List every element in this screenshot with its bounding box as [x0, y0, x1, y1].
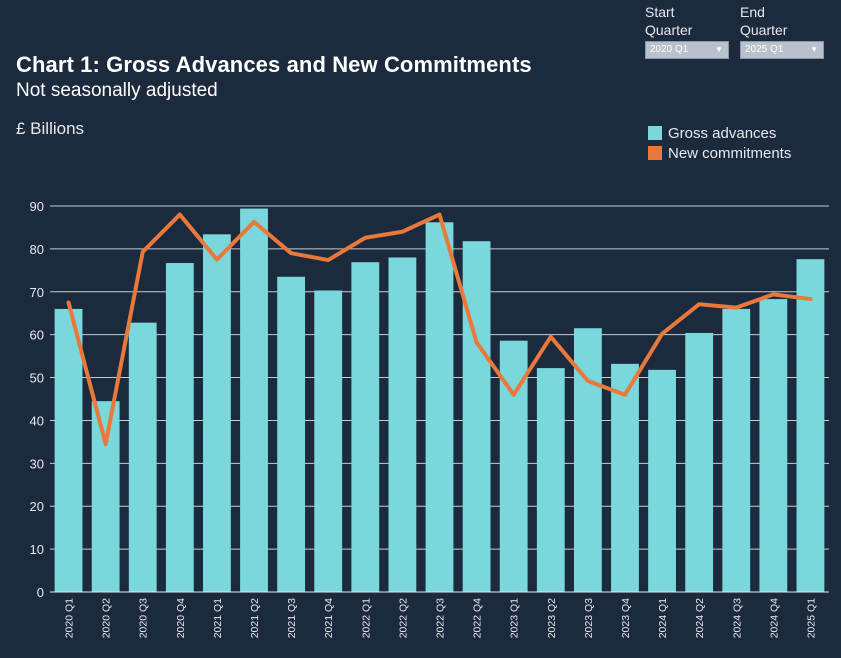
x-tick-label: 2021 Q3: [286, 598, 298, 638]
start-quarter-label-1: Start: [645, 4, 675, 20]
bar: [203, 234, 231, 592]
line-point: [623, 392, 627, 397]
chart-legend: Gross advances New commitments: [648, 123, 791, 163]
y-tick-label: 20: [30, 499, 44, 514]
y-tick-label: 30: [30, 456, 44, 471]
y-tick-label: 10: [30, 542, 44, 557]
bar: [796, 259, 825, 592]
line-point: [474, 340, 479, 345]
x-tick-label: 2023 Q1: [509, 598, 521, 638]
x-tick-label: 2022 Q4: [472, 598, 484, 638]
line-point: [400, 229, 405, 234]
line-point: [437, 212, 442, 217]
x-tick-label: 2023 Q3: [583, 598, 595, 638]
line-point: [289, 251, 293, 255]
chevron-down-icon: ▼: [715, 45, 723, 54]
bar: [388, 257, 417, 592]
x-tick-label: 2022 Q3: [435, 598, 447, 638]
end-quarter-label-2: Quarter: [740, 22, 788, 38]
x-tick-label: 2020 Q1: [64, 598, 76, 638]
x-tick-label: 2025 Q1: [805, 598, 817, 638]
start-quarter-filter: Start Quarter 2020 Q1 ▼: [645, 3, 729, 59]
line-point: [140, 250, 145, 254]
legend-item-gross-advances: Gross advances: [648, 123, 791, 143]
end-quarter-filter: End Quarter 2025 Q1 ▼: [740, 3, 824, 59]
line-point: [103, 442, 108, 446]
legend-item-new-commitments: New commitments: [648, 143, 791, 163]
bar: [462, 241, 491, 592]
line-point: [548, 335, 553, 339]
legend-label: Gross advances: [668, 124, 777, 142]
line-point: [734, 305, 739, 310]
x-tick-label: 2020 Q2: [101, 598, 113, 638]
y-axis-units: £ Billions: [16, 119, 85, 138]
line-point: [326, 258, 331, 262]
bar: [611, 363, 639, 592]
end-quarter-value: 2025 Q1: [745, 44, 784, 55]
line-point: [511, 392, 516, 397]
chart-title: Chart 1: Gross Advances and New Commitme…: [16, 52, 532, 77]
legend-swatch-bar: [648, 126, 662, 140]
y-tick-label: 60: [30, 328, 44, 343]
x-tick-label: 2022 Q2: [397, 598, 409, 638]
line-point: [586, 379, 590, 383]
bar: [54, 308, 83, 592]
x-tick-label: 2022 Q1: [360, 598, 372, 638]
bar: [165, 263, 194, 592]
x-tick-label: 2024 Q4: [768, 598, 780, 638]
bar: [685, 332, 714, 592]
x-tick-label: 2020 Q3: [138, 598, 150, 638]
bar: [722, 308, 751, 592]
bar: [277, 276, 306, 592]
bar: [648, 369, 676, 592]
bar: [425, 222, 454, 592]
x-tick-label: 2021 Q2: [249, 598, 261, 638]
line-point: [215, 257, 219, 262]
line-point: [252, 220, 256, 224]
line-point: [771, 292, 776, 297]
y-tick-label: 50: [30, 371, 44, 386]
bar: [314, 290, 343, 592]
legend-swatch-line: [648, 146, 662, 160]
y-tick-label: 0: [37, 585, 44, 600]
y-tick-label: 40: [30, 413, 44, 428]
y-tick-label: 90: [30, 199, 44, 214]
line-point: [66, 300, 71, 305]
line-point: [660, 332, 664, 336]
start-quarter-value: 2020 Q1: [650, 44, 689, 55]
line-point: [808, 297, 813, 301]
line-point: [697, 302, 701, 307]
y-tick-label: 70: [30, 285, 44, 300]
chart-subtitle: Not seasonally adjusted: [16, 80, 218, 101]
bar: [91, 401, 120, 592]
chevron-down-icon: ▼: [810, 45, 818, 54]
line-point: [363, 235, 368, 240]
x-tick-label: 2021 Q4: [323, 598, 335, 638]
start-quarter-select[interactable]: 2020 Q1 ▼: [645, 41, 729, 59]
line-point: [178, 212, 182, 217]
x-tick-label: 2023 Q4: [620, 598, 632, 638]
x-tick-label: 2021 Q1: [212, 598, 224, 638]
y-tick-label: 80: [30, 242, 44, 257]
start-quarter-label-2: Quarter: [645, 22, 693, 38]
bar: [759, 299, 788, 592]
legend-label: New commitments: [668, 144, 792, 162]
end-quarter-label-1: End: [740, 4, 765, 20]
x-tick-label: 2023 Q2: [546, 598, 558, 638]
bar: [536, 368, 565, 592]
x-tick-label: 2024 Q3: [731, 598, 743, 638]
bar: [240, 208, 268, 592]
x-tick-label: 2020 Q4: [175, 598, 187, 638]
end-quarter-select[interactable]: 2025 Q1 ▼: [740, 41, 824, 59]
x-tick-label: 2024 Q1: [657, 598, 669, 638]
x-tick-label: 2024 Q2: [694, 598, 706, 638]
bar: [351, 262, 380, 592]
bar: [128, 322, 157, 592]
